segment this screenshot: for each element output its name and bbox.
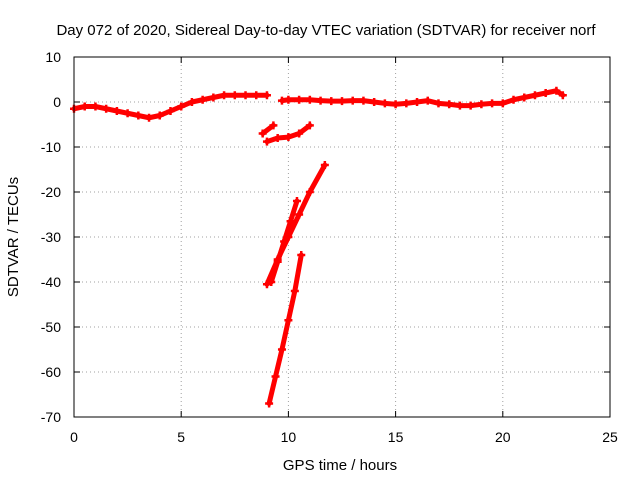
y-tick-label: -60 bbox=[41, 364, 61, 380]
y-tick-label: 0 bbox=[53, 94, 61, 110]
y-tick-label: -20 bbox=[41, 184, 61, 200]
data-point bbox=[269, 121, 278, 130]
data-point-trail bbox=[260, 122, 276, 136]
y-tick-label: -30 bbox=[41, 229, 61, 245]
data-point-trail bbox=[266, 374, 279, 406]
data-point-trail bbox=[296, 122, 313, 136]
y-tick-label: -70 bbox=[41, 409, 61, 425]
x-tick-label: 20 bbox=[495, 429, 511, 445]
data-point bbox=[262, 91, 271, 100]
data-point bbox=[297, 251, 306, 259]
x-tick-label: 10 bbox=[281, 429, 297, 445]
data-point-trail bbox=[285, 288, 298, 323]
chart-title: Day 072 of 2020, Sidereal Day-to-day VTE… bbox=[56, 22, 596, 39]
data-point-trail bbox=[292, 252, 304, 294]
data-point bbox=[558, 91, 567, 100]
x-tick-label: 5 bbox=[177, 429, 185, 445]
y-tick-label: -50 bbox=[41, 319, 61, 335]
data-point-trail bbox=[279, 317, 291, 352]
data-point bbox=[292, 197, 301, 205]
data-point bbox=[320, 161, 329, 169]
y-tick-label: -40 bbox=[41, 274, 61, 290]
y-tick-label: 10 bbox=[45, 49, 61, 65]
data-points bbox=[70, 86, 567, 408]
x-tick-label: 25 bbox=[602, 429, 618, 445]
axis-ticks: 0 5 10 15 20 25 10 0 -10 -20 -30 -40 -50 -60 -70 bbox=[41, 49, 618, 445]
y-axis-label: SDTVAR / TECUs bbox=[5, 177, 22, 297]
data-point-trail bbox=[307, 162, 328, 195]
x-tick-label: 15 bbox=[388, 429, 404, 445]
data-point-trail bbox=[296, 189, 313, 217]
x-tick-label: 0 bbox=[70, 429, 78, 445]
data-point-trail bbox=[273, 347, 285, 379]
grid-lines bbox=[74, 57, 610, 417]
data-point bbox=[305, 121, 314, 130]
y-tick-label: -10 bbox=[41, 139, 61, 155]
x-axis-label: GPS time / hours bbox=[283, 457, 397, 474]
plot-frame bbox=[73, 56, 611, 418]
data-point-trail bbox=[285, 212, 302, 240]
